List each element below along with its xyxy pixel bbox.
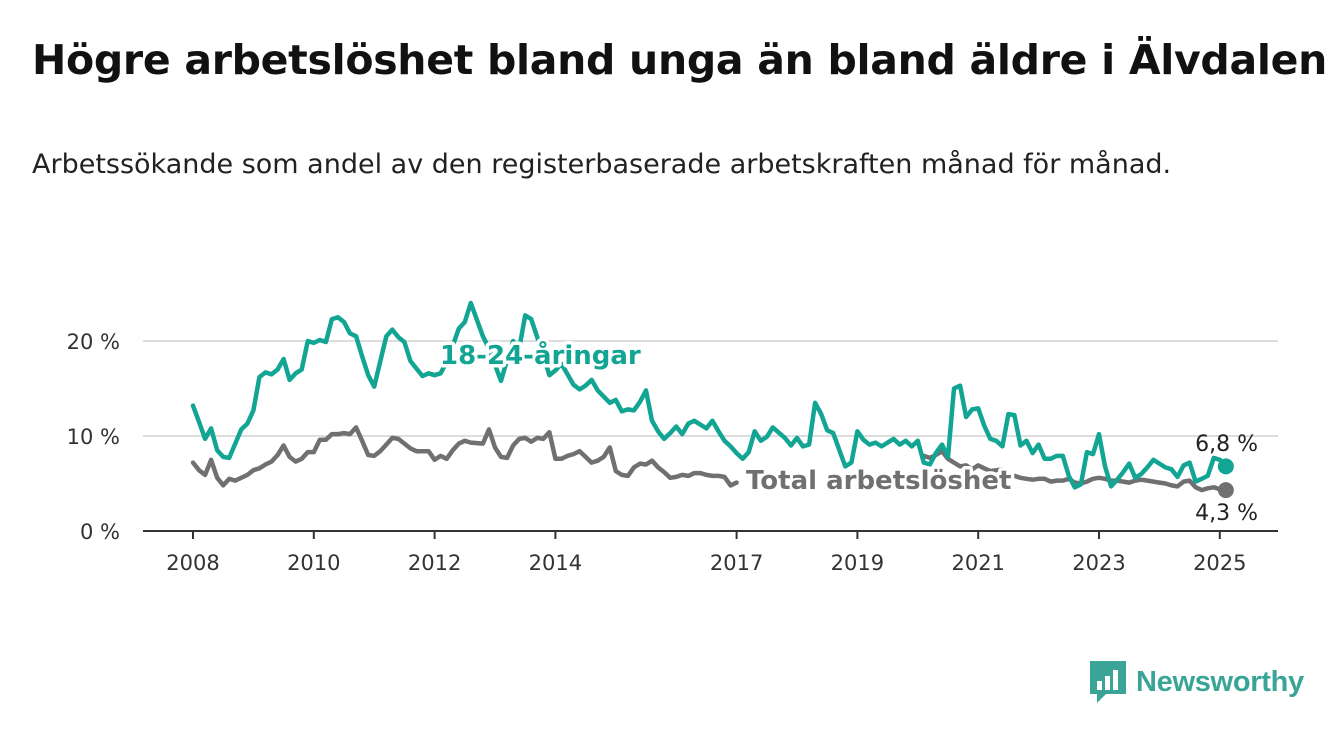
labels: 18-24-åringar Total arbetslöshet 6,8 % 4,3 …: [437, 336, 1259, 527]
series-label-18-24: 18-24-åringar: [440, 339, 641, 371]
x-tick-label: 2008: [166, 551, 219, 575]
x-tick-label: 2017: [710, 551, 763, 575]
x-tick-label: 2012: [408, 551, 461, 575]
end-value-label-total: 4,3 %: [1195, 501, 1258, 526]
brand-name: Newsworthy: [1136, 665, 1304, 698]
axes: 0 % 10 % 20 % 2008 2010 2012 2014 2017 2019 2021 2…: [67, 330, 1278, 575]
x-tick-label: 2014: [529, 551, 582, 575]
end-marker-total: [1217, 482, 1234, 499]
chart-subtitle: Arbetssökande som andel av den registerb…: [32, 149, 1172, 180]
y-tick-label: 20 %: [67, 330, 120, 354]
series-lines: [190, 300, 1234, 499]
chart-title: Högre arbetslöshet bland unga än bland ä…: [32, 36, 1328, 84]
newsworthy-logo-icon: [1090, 661, 1126, 703]
x-tick-label: 2025: [1193, 551, 1246, 575]
x-tick-label: 2023: [1072, 551, 1125, 575]
end-value-label-18-24: 6,8 %: [1195, 432, 1258, 457]
x-tick-label: 2019: [831, 551, 884, 575]
x-tick-label: 2010: [287, 551, 340, 575]
newsworthy-logo: Newsworthy: [1090, 660, 1304, 704]
end-marker-18-24: [1217, 458, 1234, 475]
y-tick-label: 10 %: [67, 425, 120, 449]
y-tick-label: 0 %: [80, 520, 120, 544]
series-line-18-24: [190, 300, 1229, 490]
series-label-total: Total arbetslöshet: [746, 466, 1011, 496]
x-tick-label: 2021: [951, 551, 1004, 575]
